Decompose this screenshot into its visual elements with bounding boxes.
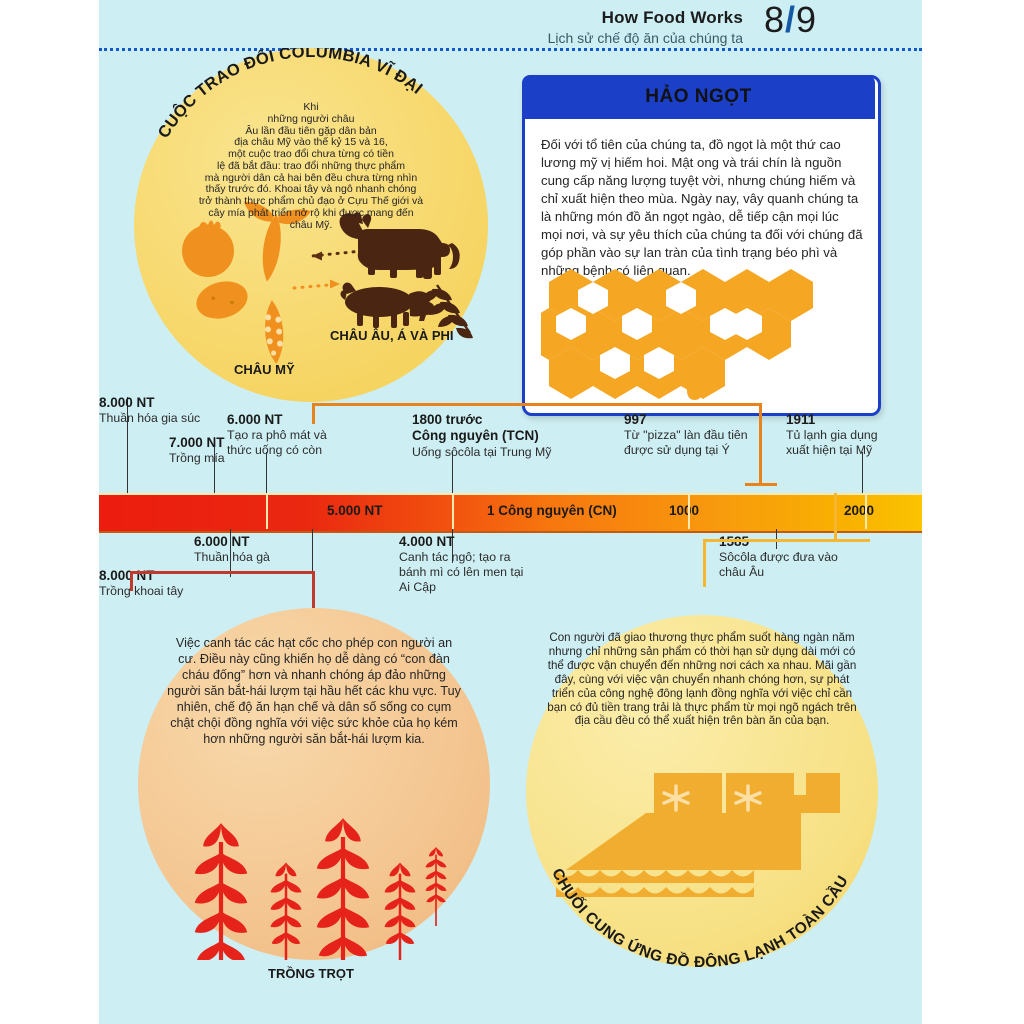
svg-text:CHUỐI CUNG ỨNG ĐỒ ĐÔNG LẠNH TO: CHUỐI CUNG ỨNG ĐỒ ĐÔNG LẠNH TOÀN CẦU (548, 866, 852, 967)
